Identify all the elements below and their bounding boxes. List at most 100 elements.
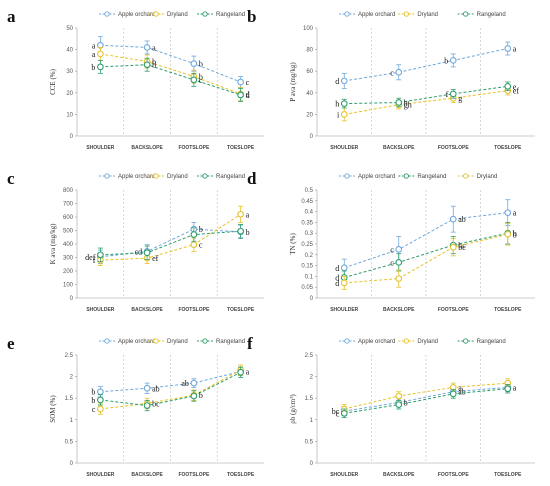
data-point: [504, 230, 512, 238]
data-point: [190, 231, 198, 238]
y-tick-label: 0: [70, 134, 74, 140]
data-point: [143, 384, 151, 392]
legend-label: Dryland: [417, 339, 438, 345]
data-point: [340, 264, 348, 272]
legend-marker: [463, 338, 469, 344]
legend-label: Dryland: [477, 174, 498, 180]
x-tick-label: BACKSLOPE: [131, 472, 163, 478]
series-line: [100, 64, 241, 96]
y-tick-label: 0: [310, 134, 314, 140]
significance-letter: d: [335, 77, 339, 86]
series-line: [100, 228, 241, 258]
series-line: [344, 90, 508, 115]
data-point: [190, 241, 198, 249]
significance-letter: c: [390, 258, 394, 267]
y-tick-label: 2: [70, 375, 74, 381]
series-line: [100, 370, 241, 393]
significance-letter: d: [335, 273, 339, 282]
data-point: [340, 77, 348, 85]
y-tick-label: 60: [306, 69, 313, 75]
x-tick-label: SHOULDER: [330, 307, 358, 313]
x-tick-label: FOOTSLOPE: [178, 472, 210, 478]
significance-letter: b: [513, 230, 517, 239]
significance-letter: gh: [404, 101, 412, 110]
data-point: [449, 390, 457, 398]
data-point: [449, 57, 457, 64]
y-tick-label: 2.5: [65, 353, 74, 359]
y-tick-label: 0.2: [305, 253, 314, 259]
data-point: [340, 111, 348, 118]
y-tick-label: 0: [310, 461, 314, 467]
y-tick-label: 0: [70, 461, 74, 467]
significance-letter: b: [513, 229, 517, 238]
significance-letter: c: [390, 245, 394, 254]
y-tick-label: 1.5: [65, 396, 74, 402]
series-line: [344, 85, 508, 105]
data-point: [340, 279, 348, 287]
legend-marker: [104, 338, 110, 344]
legend-marker: [463, 173, 469, 179]
data-point: [237, 210, 244, 218]
y-tick-label: 0.5: [65, 439, 74, 445]
x-tick-label: BACKSLOPE: [131, 307, 163, 313]
series-range: b bcd: [91, 57, 250, 102]
significance-letter: a: [513, 45, 517, 54]
legend-label: Dryland: [167, 174, 188, 180]
significance-letter: b: [152, 57, 156, 66]
legend-label: Rangeland: [477, 12, 506, 18]
significance-letter: c: [92, 405, 96, 414]
series-line: [100, 213, 241, 261]
data-point: [190, 60, 198, 67]
data-point: [504, 385, 512, 393]
significance-letter: cd: [135, 247, 143, 256]
legend-label: Rangeland: [216, 339, 245, 345]
y-tick-label: 30: [66, 69, 73, 75]
legend-label: Rangeland: [477, 339, 506, 345]
y-axis-label: SOM (%): [49, 395, 57, 423]
significance-letter: b: [199, 225, 203, 234]
series-range: c: [336, 383, 512, 418]
y-axis-label: CCE (%): [49, 68, 57, 95]
panel-f: f 0 0.5 1 1.5 2 2.5 ρb (g/cm³) SHOULDER BACKSLOPE…: [247, 334, 535, 478]
data-point: [395, 259, 403, 266]
data-point: [237, 91, 244, 99]
legend-label: Dryland: [167, 12, 188, 18]
significance-letter: a: [92, 50, 96, 59]
panel-letter: b: [247, 7, 256, 26]
x-tick-label: BACKSLOPE: [383, 145, 415, 151]
panel-e: e 0 0.5 1 1.5 2 2.5 SOM (%) SHOULDER BACKSLOPE FOO…: [7, 334, 264, 478]
legend-marker: [344, 338, 350, 344]
data-point: [395, 275, 403, 282]
y-tick-label: 0.15: [301, 264, 313, 270]
significance-letter: ab: [152, 384, 160, 393]
y-tick-label: 20: [306, 112, 313, 118]
x-tick-label: TOESLOPE: [227, 472, 255, 478]
y-tick-label: 200: [63, 269, 74, 275]
significance-letter: d: [246, 90, 250, 99]
significance-letter: d: [246, 91, 250, 100]
y-tick-label: 0: [70, 296, 74, 302]
significance-letter: i: [337, 110, 340, 119]
series-line: [100, 371, 241, 407]
significance-letter: a: [513, 383, 517, 392]
data-point: [143, 402, 151, 409]
y-axis-label: K ava (mg/kg): [49, 223, 57, 264]
x-tick-label: TOESLOPE: [494, 307, 522, 313]
data-point: [340, 409, 348, 417]
y-tick-label: 40: [306, 91, 313, 97]
data-point: [237, 227, 244, 235]
x-tick-label: TOESLOPE: [494, 472, 522, 478]
y-tick-label: 500: [63, 229, 74, 235]
y-tick-label: 50: [66, 26, 73, 32]
y-tick-label: 0.45: [301, 199, 313, 205]
legend-label: Dryland: [417, 12, 438, 18]
data-point: [143, 44, 151, 51]
y-tick-label: 10: [66, 112, 73, 118]
data-point: [395, 246, 403, 253]
significance-letter: b: [91, 396, 95, 405]
x-tick-label: TOESLOPE: [227, 145, 255, 151]
legend-marker: [104, 11, 110, 17]
y-tick-label: 1: [310, 418, 314, 424]
y-tick-label: 0.25: [301, 242, 313, 248]
